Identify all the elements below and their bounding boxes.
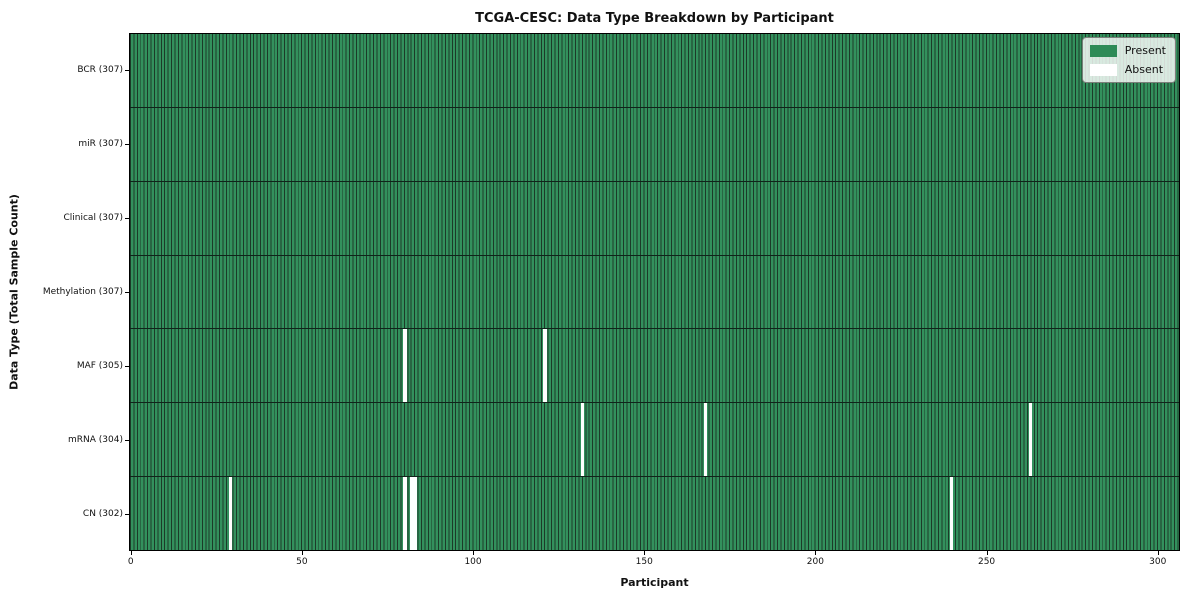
y-tick-label: Clinical (307) xyxy=(63,213,123,223)
x-tick-label: 150 xyxy=(635,557,653,567)
x-tick-label: 300 xyxy=(1149,557,1167,567)
absent-swatch-icon xyxy=(1089,63,1117,76)
absent-cell xyxy=(413,477,417,551)
x-tick-label: 200 xyxy=(806,557,824,567)
x-tick-label: 0 xyxy=(127,557,134,567)
datatype-row-cn xyxy=(130,477,1179,551)
x-tick-label: 100 xyxy=(464,557,482,567)
y-tick-mark xyxy=(125,366,129,367)
x-axis-title: Participant xyxy=(620,576,689,589)
x-tick-mark xyxy=(1157,551,1159,555)
x-tick-label: 50 xyxy=(296,557,308,567)
legend-item-absent: Absent xyxy=(1089,63,1166,76)
x-tick-mark xyxy=(301,551,303,555)
y-tick-label: BCR (307) xyxy=(77,65,123,75)
datatype-row-methylation xyxy=(130,255,1179,330)
absent-cell xyxy=(410,477,414,551)
y-axis-title: Data Type (Total Sample Count) xyxy=(7,194,21,390)
y-tick-label: CN (302) xyxy=(82,509,123,519)
datatype-row-bcr xyxy=(130,34,1179,108)
absent-cell xyxy=(581,403,585,477)
datatype-row-maf xyxy=(130,329,1179,404)
y-tick-label: Methylation (307) xyxy=(42,287,123,297)
y-tick-mark xyxy=(125,70,129,71)
chart-title: TCGA-CESC: Data Type Breakdown by Partic… xyxy=(475,11,834,26)
legend-item-present: Present xyxy=(1089,44,1166,57)
absent-cell xyxy=(403,329,407,403)
y-tick-mark xyxy=(125,144,129,145)
datatype-row-mir xyxy=(130,107,1179,182)
plot-area xyxy=(129,33,1180,551)
absent-cell xyxy=(403,477,407,551)
x-tick-label: 250 xyxy=(977,557,996,567)
y-tick-label: mRNA (304) xyxy=(68,435,123,445)
legend: Present Absent xyxy=(1081,37,1176,83)
absent-cell xyxy=(950,477,954,551)
absent-cell xyxy=(229,477,233,551)
x-tick-mark xyxy=(815,551,817,555)
absent-cell xyxy=(543,329,547,403)
absent-cell xyxy=(1028,403,1033,477)
x-tick-mark xyxy=(986,551,988,555)
datatype-row-clinical xyxy=(130,181,1179,256)
x-tick-mark xyxy=(130,551,132,555)
y-tick-mark xyxy=(125,514,129,515)
y-tick-mark xyxy=(125,440,129,441)
y-tick-label: MAF (305) xyxy=(76,361,123,371)
absent-cell xyxy=(704,403,708,477)
present-swatch-icon xyxy=(1089,44,1117,57)
y-tick-label: miR (307) xyxy=(78,139,123,149)
x-tick-mark xyxy=(644,551,646,555)
y-tick-mark xyxy=(125,218,129,219)
legend-label-present: Present xyxy=(1124,44,1166,57)
legend-label-absent: Absent xyxy=(1124,63,1164,76)
y-tick-mark xyxy=(125,292,129,293)
datatype-row-mrna xyxy=(130,403,1179,478)
x-tick-mark xyxy=(473,551,475,555)
